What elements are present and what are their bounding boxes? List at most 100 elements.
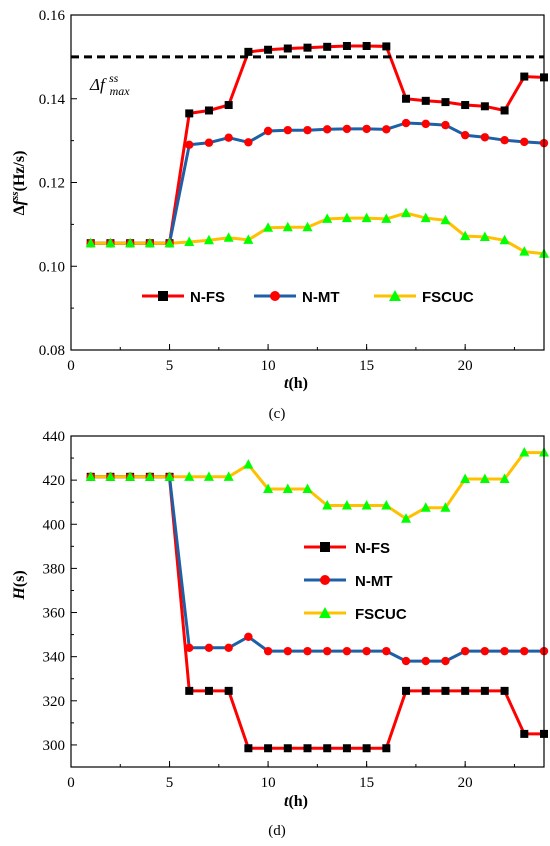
- data-point-fscuc: [184, 471, 195, 481]
- data-point-nmt: [480, 133, 490, 142]
- data-point-nfs: [303, 744, 312, 753]
- panel-c-caption: (c): [269, 406, 286, 422]
- y-tick-label: 400: [43, 517, 66, 533]
- data-point-nfs: [244, 47, 253, 56]
- data-point-nfs: [342, 744, 351, 753]
- data-point-nfs: [402, 686, 411, 695]
- data-point-nmt: [362, 124, 371, 134]
- data-point-nfs: [382, 744, 391, 753]
- data-point-nmt: [500, 136, 509, 145]
- y-tick-label: 300: [43, 738, 66, 754]
- reference-line-label: Δf ss max: [89, 67, 130, 98]
- legend-marker-fscuc: [319, 607, 331, 618]
- data-point-nfs: [441, 686, 450, 695]
- data-point-fscuc: [105, 471, 116, 481]
- data-point-nmt: [382, 125, 391, 134]
- data-point-fscuc: [243, 459, 254, 469]
- data-point-fscuc: [263, 483, 274, 493]
- data-point-fscuc: [184, 236, 195, 246]
- data-point-nmt: [342, 124, 352, 134]
- y-tick-label: 0.08: [39, 343, 65, 359]
- data-point-fscuc: [361, 212, 372, 223]
- y-tick-label: 420: [43, 473, 66, 489]
- data-point-nfs: [461, 686, 470, 695]
- panel-d-caption: (d): [268, 823, 286, 839]
- series-line-nmt: [90, 475, 544, 663]
- data-point-nfs: [520, 72, 529, 81]
- data-point-fscuc: [322, 213, 333, 223]
- data-point-fscuc: [85, 237, 96, 248]
- data-point-fscuc: [282, 221, 293, 232]
- data-point-nmt: [520, 646, 529, 656]
- x-tick-label: 15: [359, 358, 374, 374]
- data-point-fscuc: [440, 214, 451, 225]
- data-point-nfs: [204, 686, 213, 695]
- data-point-nfs: [480, 686, 489, 695]
- data-point-nfs: [500, 686, 509, 695]
- x-tick-label: 5: [166, 358, 174, 374]
- data-point-nmt: [204, 138, 214, 147]
- data-point-nmt: [303, 646, 312, 656]
- data-point-nfs: [480, 102, 489, 111]
- data-point-fscuc: [263, 222, 274, 232]
- data-point-nfs: [264, 45, 273, 54]
- x-tick-label: 20: [458, 775, 473, 791]
- data-point-nmt: [342, 646, 352, 656]
- panel-d-axes: 0 5 10 15 20 300 320 340 360 380 400 420 440: [43, 429, 545, 791]
- panel-d-inertia-chart: 0 5 10 15 20 300 320 340 360 380 400 420 440 N-FS N-…: [11, 429, 549, 839]
- data-point-nmt: [283, 646, 292, 656]
- data-point-nfs: [362, 744, 371, 753]
- data-point-nfs: [520, 729, 529, 738]
- legend-marker-nfs: [320, 542, 330, 552]
- panel-c-x-axis-title: t(h): [284, 375, 308, 392]
- panel-c-series-lines: [90, 44, 545, 256]
- panel-d-series-lines: [90, 451, 544, 750]
- data-point-fscuc: [519, 246, 530, 256]
- data-point-fscuc: [341, 212, 352, 223]
- legend-label-nfs: N-FS: [190, 289, 225, 306]
- data-point-nmt: [382, 646, 391, 656]
- data-point-nmt: [263, 646, 273, 656]
- data-point-fscuc: [460, 473, 471, 484]
- series-line-nmt: [90, 121, 545, 245]
- data-point-nmt: [520, 137, 529, 147]
- panel-c-frequency-chart: 0 5 10 15 20 0.08 0.10 0.12 0.14 0.16 Δf ss max N…: [9, 8, 549, 422]
- data-point-nfs: [500, 106, 509, 115]
- data-point-fscuc: [105, 237, 116, 248]
- data-point-nmt: [480, 646, 490, 656]
- data-point-nfs: [244, 744, 253, 753]
- panel-c-legend: N-FS N-MT FSCUC: [142, 289, 474, 306]
- x-tick-label: 5: [166, 775, 174, 791]
- panel-c-y-axis-title: Δfss(Hz/s): [9, 151, 28, 216]
- legend-label-nmt: N-MT: [355, 573, 393, 590]
- legend-marker-nmt: [270, 291, 280, 301]
- legend-item-fscuc: FSCUC: [304, 606, 407, 623]
- data-point-nmt: [460, 130, 470, 140]
- y-tick-label: 0.14: [39, 92, 66, 108]
- data-point-fscuc: [420, 212, 431, 223]
- data-point-nmt: [323, 646, 332, 656]
- data-point-fscuc: [440, 502, 451, 512]
- data-point-nmt: [303, 125, 312, 135]
- data-point-nmt: [204, 643, 214, 653]
- data-point-fscuc: [460, 230, 471, 241]
- y-tick-label: 320: [43, 694, 66, 710]
- data-point-nfs: [283, 744, 292, 753]
- legend-marker-nfs: [158, 291, 168, 301]
- data-point-nmt: [263, 126, 273, 136]
- data-point-fscuc: [401, 207, 412, 218]
- data-point-nfs: [342, 41, 351, 50]
- legend-item-fscuc: FSCUC: [374, 289, 474, 306]
- y-tick-label: 0.16: [39, 8, 66, 24]
- panel-c-axes: 0 5 10 15 20 0.08 0.10 0.12 0.14 0.16: [39, 8, 545, 374]
- data-point-nmt: [244, 138, 253, 147]
- legend-marker-fscuc: [389, 290, 401, 301]
- data-point-fscuc: [499, 473, 510, 484]
- data-point-nmt: [244, 632, 253, 642]
- data-point-fscuc: [243, 234, 254, 244]
- x-tick-label: 20: [458, 358, 473, 374]
- data-point-fscuc: [381, 213, 392, 223]
- data-point-fscuc: [420, 502, 431, 512]
- data-point-nmt: [185, 643, 194, 653]
- data-point-nmt: [441, 120, 450, 130]
